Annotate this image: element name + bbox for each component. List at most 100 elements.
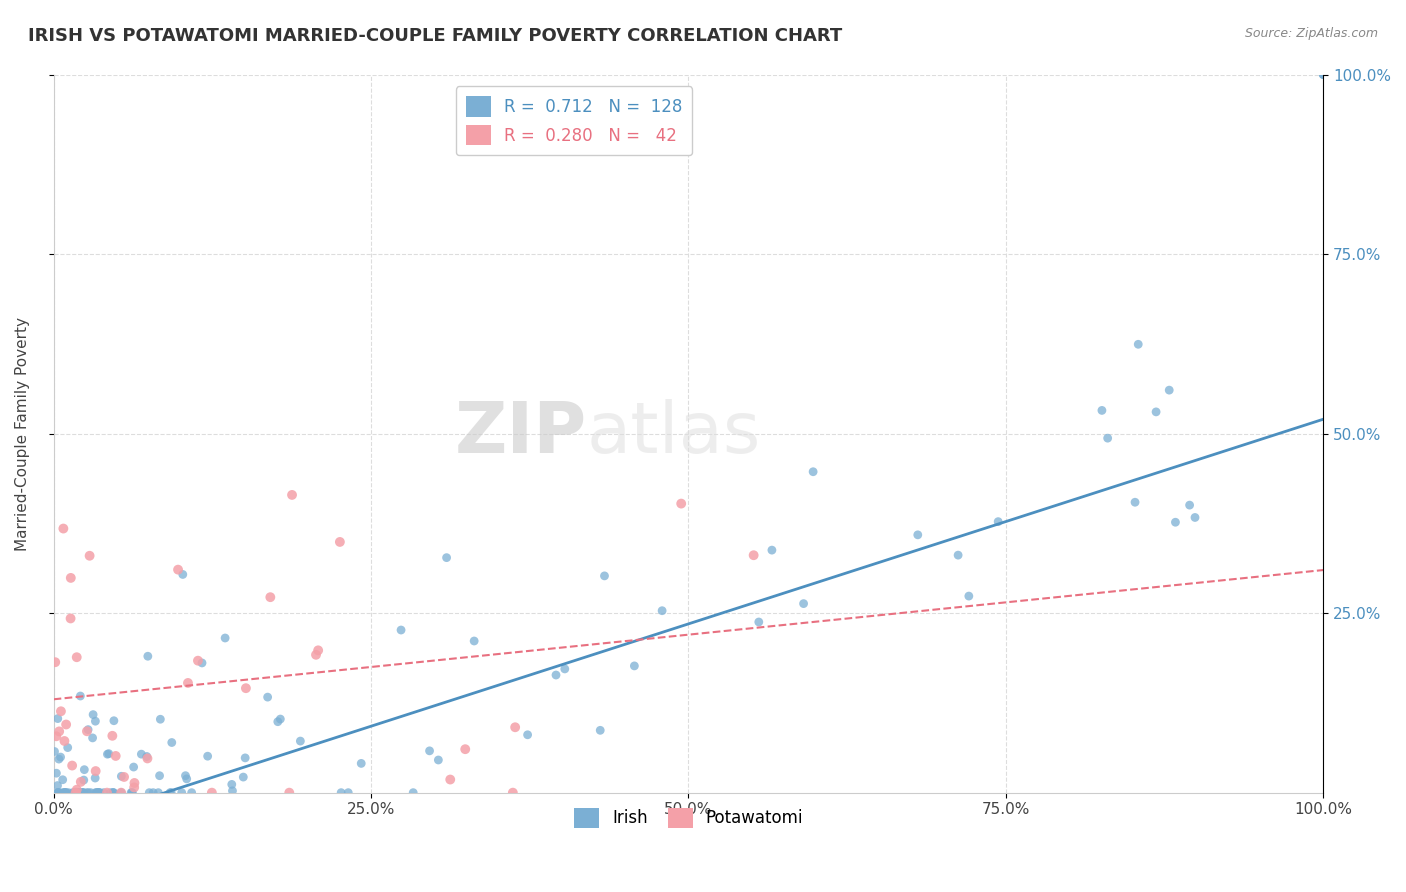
- Point: [142, 786, 165, 800]
- Point: [1128, 337, 1150, 351]
- Point: [103, 714, 125, 728]
- Text: ZIP: ZIP: [454, 399, 586, 468]
- Point: [233, 751, 256, 765]
- Point: [46, 712, 69, 726]
- Point: [44, 655, 66, 669]
- Point: [402, 786, 425, 800]
- Point: [86, 786, 108, 800]
- Point: [1144, 405, 1167, 419]
- Point: [53, 786, 76, 800]
- Point: [259, 590, 281, 604]
- Point: [73, 773, 96, 788]
- Point: [120, 786, 142, 800]
- Text: atlas: atlas: [586, 399, 761, 468]
- Point: [48, 786, 70, 800]
- Point: [65, 786, 87, 800]
- Point: [330, 786, 353, 800]
- Point: [463, 634, 485, 648]
- Point: [73, 786, 96, 800]
- Point: [1123, 495, 1146, 509]
- Point: [221, 784, 243, 798]
- Point: [269, 712, 291, 726]
- Point: [51, 786, 73, 800]
- Point: [170, 786, 193, 800]
- Point: [69, 689, 91, 703]
- Point: [48, 752, 70, 766]
- Point: [60, 758, 83, 772]
- Point: [439, 772, 461, 787]
- Point: [103, 786, 125, 800]
- Text: Source: ZipAtlas.com: Source: ZipAtlas.com: [1244, 27, 1378, 40]
- Point: [45, 766, 67, 780]
- Point: [93, 786, 115, 800]
- Point: [44, 744, 66, 758]
- Point: [96, 747, 118, 762]
- Point: [987, 515, 1010, 529]
- Point: [82, 707, 104, 722]
- Point: [69, 775, 91, 789]
- Point: [58, 786, 80, 800]
- Point: [89, 786, 111, 800]
- Point: [160, 786, 183, 800]
- Point: [84, 786, 107, 800]
- Point: [329, 535, 352, 549]
- Point: [59, 571, 82, 585]
- Point: [172, 567, 194, 582]
- Point: [350, 756, 373, 771]
- Point: [110, 786, 132, 800]
- Point: [45, 729, 67, 743]
- Point: [89, 786, 111, 800]
- Point: [112, 770, 135, 784]
- Point: [77, 723, 100, 737]
- Point: [67, 786, 90, 800]
- Point: [419, 744, 441, 758]
- Point: [56, 740, 79, 755]
- Point: [1184, 510, 1206, 524]
- Point: [136, 649, 159, 664]
- Point: [1312, 68, 1334, 82]
- Point: [427, 753, 450, 767]
- Point: [801, 465, 824, 479]
- Point: [72, 786, 94, 800]
- Point: [167, 563, 190, 577]
- Point: [67, 786, 90, 800]
- Point: [1164, 515, 1187, 529]
- Point: [136, 751, 159, 765]
- Point: [46, 786, 69, 800]
- Point: [121, 786, 143, 800]
- Point: [66, 786, 89, 800]
- Point: [148, 786, 170, 800]
- Point: [256, 690, 278, 705]
- Point: [232, 770, 254, 784]
- Point: [201, 786, 224, 800]
- Point: [46, 779, 69, 793]
- Point: [48, 724, 70, 739]
- Point: [305, 648, 328, 662]
- Point: [623, 659, 645, 673]
- Point: [62, 786, 84, 800]
- Point: [589, 723, 612, 738]
- Point: [180, 786, 202, 800]
- Point: [267, 714, 290, 729]
- Point: [1097, 431, 1119, 445]
- Point: [554, 662, 576, 676]
- Point: [502, 786, 524, 800]
- Point: [135, 749, 157, 764]
- Point: [86, 786, 108, 800]
- Point: [49, 750, 72, 764]
- Point: [214, 631, 236, 645]
- Point: [84, 764, 107, 778]
- Point: [110, 786, 132, 800]
- Y-axis label: Married-Couple Family Poverty: Married-Couple Family Poverty: [15, 317, 30, 550]
- Point: [651, 604, 673, 618]
- Point: [748, 615, 770, 629]
- Point: [761, 543, 783, 558]
- Point: [159, 786, 181, 800]
- Point: [55, 717, 77, 731]
- Point: [389, 623, 412, 637]
- Point: [138, 786, 160, 800]
- Point: [101, 786, 124, 800]
- Point: [80, 786, 103, 800]
- Point: [100, 786, 122, 800]
- Point: [290, 734, 312, 748]
